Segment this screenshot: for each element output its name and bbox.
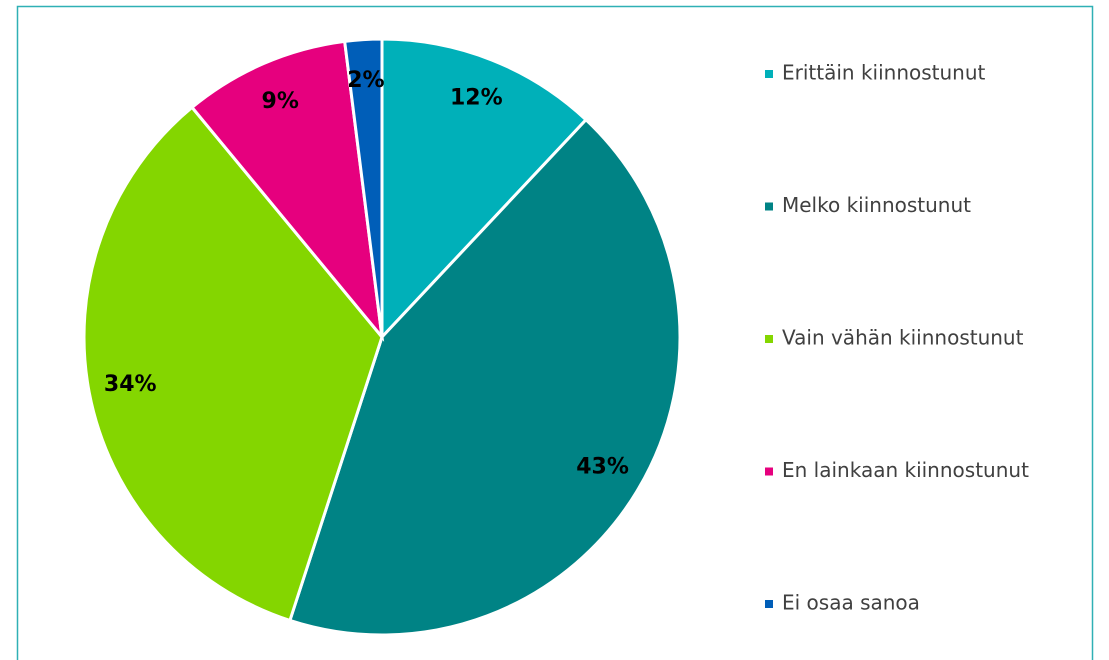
legend-swatch xyxy=(765,600,773,608)
legend-label: En lainkaan kiinnostunut xyxy=(782,458,1029,482)
data-label: 2% xyxy=(347,68,384,93)
legend-label: Melko kiinnostunut xyxy=(782,193,971,217)
pie-slice xyxy=(342,37,384,338)
data-label: 34% xyxy=(104,372,157,397)
legend-swatch xyxy=(765,202,773,211)
legend-swatch xyxy=(765,467,773,476)
pie-slice xyxy=(82,105,384,623)
frame xyxy=(16,5,1094,660)
legend-label: Erittäin kiinnostunut xyxy=(782,61,986,85)
pie-slice xyxy=(288,117,682,637)
legend-swatch xyxy=(765,335,773,343)
pie-slice xyxy=(189,39,385,342)
legend-label: Ei osaa sanoa xyxy=(782,591,920,615)
data-label: 9% xyxy=(262,89,299,114)
data-label: 43% xyxy=(576,454,629,479)
data-label: 12% xyxy=(450,86,503,111)
legend-swatch xyxy=(765,70,773,78)
pie-slice xyxy=(380,37,589,341)
legend-label: Vain vähän kiinnostunut xyxy=(782,326,1024,350)
